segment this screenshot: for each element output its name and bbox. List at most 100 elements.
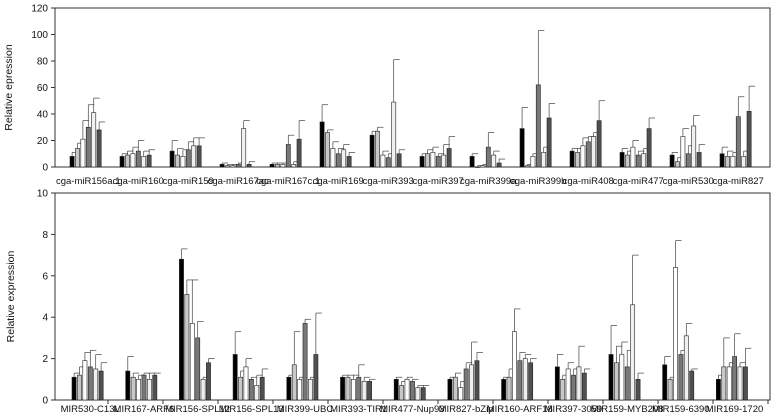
bar (469, 364, 474, 401)
bar (399, 385, 405, 401)
bar (420, 387, 426, 401)
category-label: MIR159-6390 (652, 404, 710, 415)
category-label: cga-miR397 (413, 176, 464, 187)
y-tick-label: 6 (42, 271, 48, 282)
bar (580, 145, 586, 168)
category-label: MIR399-UBC (277, 404, 334, 415)
bar (200, 378, 206, 401)
bar (480, 165, 486, 168)
bar (254, 385, 260, 401)
category-label: cga-miR169 (313, 176, 364, 187)
bar (646, 128, 652, 168)
category-label: cga-miR827 (713, 176, 764, 187)
bar (475, 166, 480, 168)
bar (345, 376, 351, 401)
y-tick-label: 0 (42, 396, 48, 407)
bar (308, 378, 313, 401)
bar (725, 156, 730, 168)
bar (569, 150, 575, 168)
bar (469, 156, 475, 168)
bar (206, 362, 211, 401)
bar (696, 152, 702, 168)
bar (691, 125, 697, 168)
bar (554, 366, 560, 401)
category-label: cga-miR159 (163, 176, 214, 187)
bar (135, 150, 141, 168)
bar (269, 164, 275, 168)
bar (619, 152, 625, 168)
category-label: MIR156-SPL13 (219, 404, 284, 415)
bar (146, 154, 152, 168)
y-axis-label: Relative epression (3, 44, 15, 131)
bar (575, 152, 580, 168)
bar (196, 145, 202, 168)
bar (630, 146, 636, 168)
bar (291, 164, 297, 168)
bar (525, 165, 530, 168)
y-tick-label: 2 (42, 354, 48, 365)
bar (225, 165, 230, 168)
bar (85, 126, 91, 168)
bar (125, 154, 130, 168)
bar (685, 153, 691, 168)
bar (361, 381, 367, 401)
bar (141, 374, 147, 401)
bar (614, 362, 619, 401)
bar (380, 154, 386, 168)
bar (735, 116, 741, 168)
bar (683, 335, 689, 401)
y-tick-label: 40 (37, 110, 49, 121)
bar (743, 366, 748, 401)
bar (130, 153, 136, 168)
bar (297, 378, 303, 401)
bar (296, 138, 302, 168)
bar (680, 136, 686, 168)
bar (447, 378, 453, 401)
category-label: cga-miR399b (510, 176, 567, 187)
bar (179, 258, 184, 401)
bar (98, 370, 104, 401)
bar (585, 141, 591, 168)
bar (619, 354, 625, 401)
bar (119, 156, 125, 168)
bar (625, 154, 630, 168)
category-label: MIR160-ARF18 (487, 404, 553, 415)
bar (69, 156, 75, 168)
bar (560, 378, 566, 401)
category-label: MIR477-Nup93 (380, 404, 444, 415)
bar (75, 148, 80, 168)
category-label: MIR167-ARF6 (114, 404, 175, 415)
bar (591, 136, 597, 168)
bar (369, 134, 375, 168)
bar (419, 156, 425, 168)
bar (136, 378, 141, 401)
bar (541, 152, 547, 168)
bar (669, 154, 675, 168)
bar (180, 156, 186, 168)
category-label: cga-miR167ac (208, 176, 269, 187)
bar (732, 356, 738, 401)
bar (435, 156, 441, 168)
bar (581, 372, 587, 401)
y-tick-label: 4 (42, 313, 48, 324)
y-tick-label: 8 (42, 230, 48, 241)
bar (169, 150, 175, 168)
bar (528, 362, 534, 401)
bar (746, 111, 752, 168)
category-label: cga-miR477 (613, 176, 664, 187)
bar (302, 323, 308, 401)
bar (535, 84, 541, 168)
bar (662, 364, 668, 401)
bar (425, 153, 430, 168)
y-tick-label: 0 (42, 163, 48, 174)
bar (248, 378, 254, 401)
bar (393, 378, 399, 401)
y-tick-label: 20 (37, 136, 49, 147)
bar (496, 162, 502, 168)
bar (546, 117, 552, 168)
category-label: MIR397-3059 (545, 404, 603, 415)
bar (82, 360, 88, 401)
bar (689, 370, 695, 401)
